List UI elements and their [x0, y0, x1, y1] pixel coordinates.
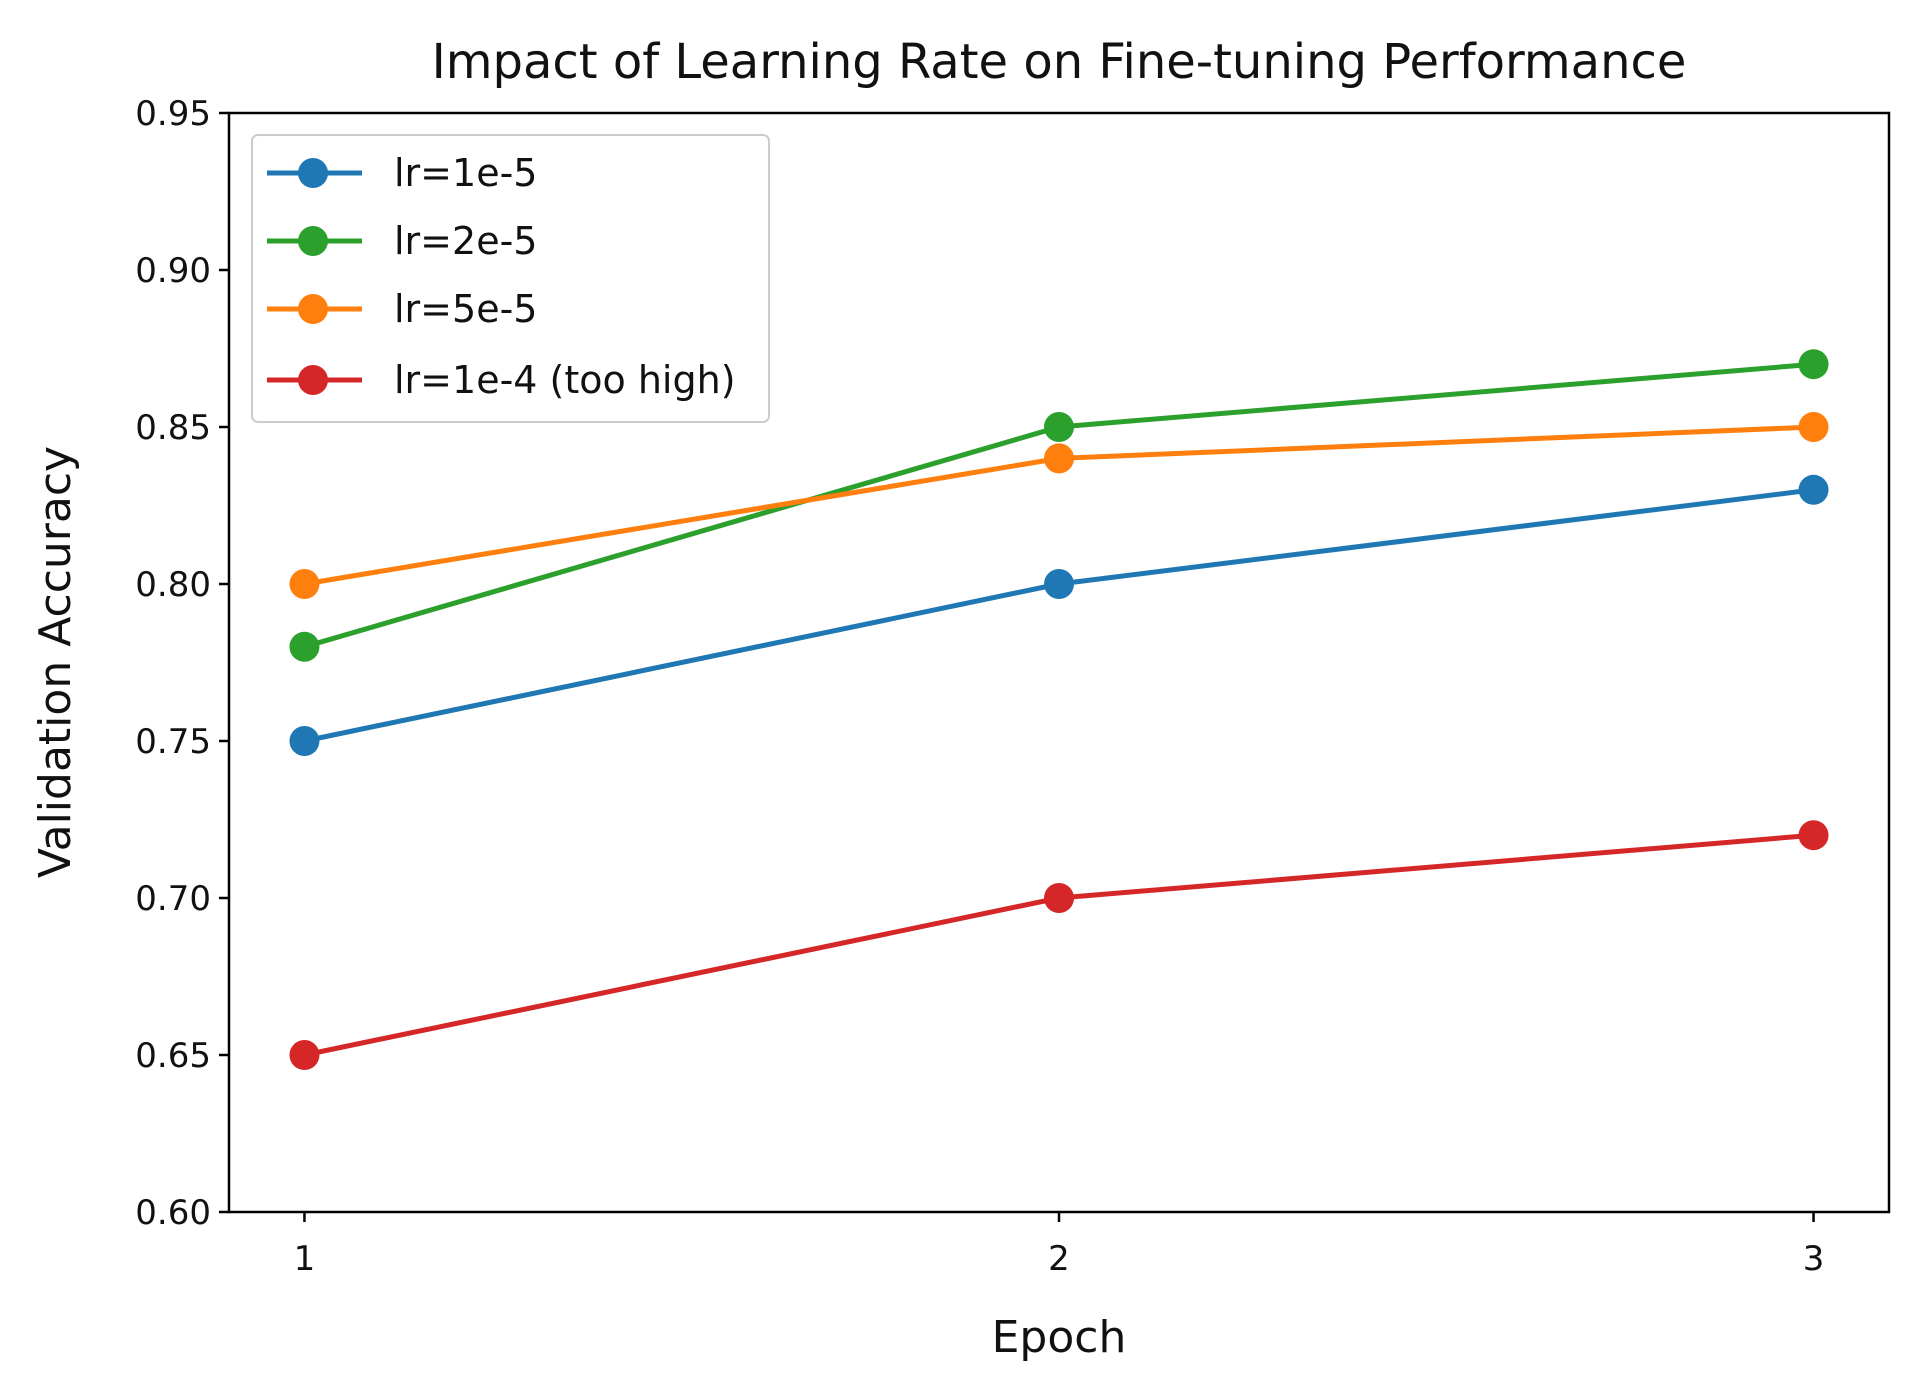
legend-marker [298, 294, 328, 324]
data-point [289, 726, 320, 756]
y-tick-label: 0.90 [135, 251, 211, 291]
y-tick-label: 0.60 [135, 1193, 211, 1233]
y-tick-label: 0.95 [135, 94, 211, 134]
legend-label: lr=5e-5 [394, 287, 537, 331]
data-point [289, 569, 320, 599]
series-line [303, 832, 1814, 1058]
data-point [289, 1040, 320, 1070]
x-tick-label: 2 [1048, 1239, 1070, 1279]
data-point [1044, 883, 1074, 913]
y-tick-label: 0.85 [135, 408, 211, 448]
legend-marker [298, 365, 328, 395]
legend-label: lr=1e-4 (too high) [394, 358, 736, 402]
y-axis-label: Validation Accuracy [30, 446, 81, 878]
legend-box [251, 134, 770, 423]
legend-entry: lr=5e-5 [267, 287, 537, 331]
y-tick-label: 0.70 [135, 879, 211, 919]
series-1 [289, 349, 1829, 662]
legend-label: lr=1e-5 [394, 151, 537, 195]
data-point [1044, 443, 1074, 474]
series-3 [289, 820, 1829, 1070]
data-point [1798, 820, 1829, 851]
y-tick-label: 0.65 [135, 1036, 211, 1076]
legend-entry: lr=2e-5 [267, 219, 537, 263]
series-2 [289, 412, 1829, 599]
legend-marker [298, 158, 328, 188]
x-tick-label: 3 [1803, 1239, 1825, 1279]
x-axis-label: Epoch [992, 1312, 1127, 1363]
y-tick-label: 0.80 [135, 565, 211, 605]
legend-entry: lr=1e-5 [267, 151, 537, 195]
legend: lr=1e-5 lr=2e-5 lr=5e-5 lr=1e-4 (too high) [251, 134, 770, 423]
data-point [289, 631, 320, 662]
x-tick-label: 1 [294, 1239, 316, 1279]
data-point [1044, 412, 1074, 442]
legend-marker [298, 226, 328, 256]
legend-label: lr=2e-5 [394, 219, 537, 263]
chart-title: Impact of Learning Rate on Fine-tuning P… [432, 34, 1687, 90]
y-tick-label: 0.75 [135, 722, 211, 762]
data-point [1044, 569, 1074, 599]
plot-area [289, 349, 1829, 1070]
data-point [1798, 474, 1829, 505]
series-line [303, 487, 1814, 744]
legend-entry: lr=1e-4 (too high) [267, 358, 736, 402]
data-point [1798, 412, 1829, 442]
series-0 [289, 474, 1829, 756]
data-point [1798, 349, 1829, 380]
